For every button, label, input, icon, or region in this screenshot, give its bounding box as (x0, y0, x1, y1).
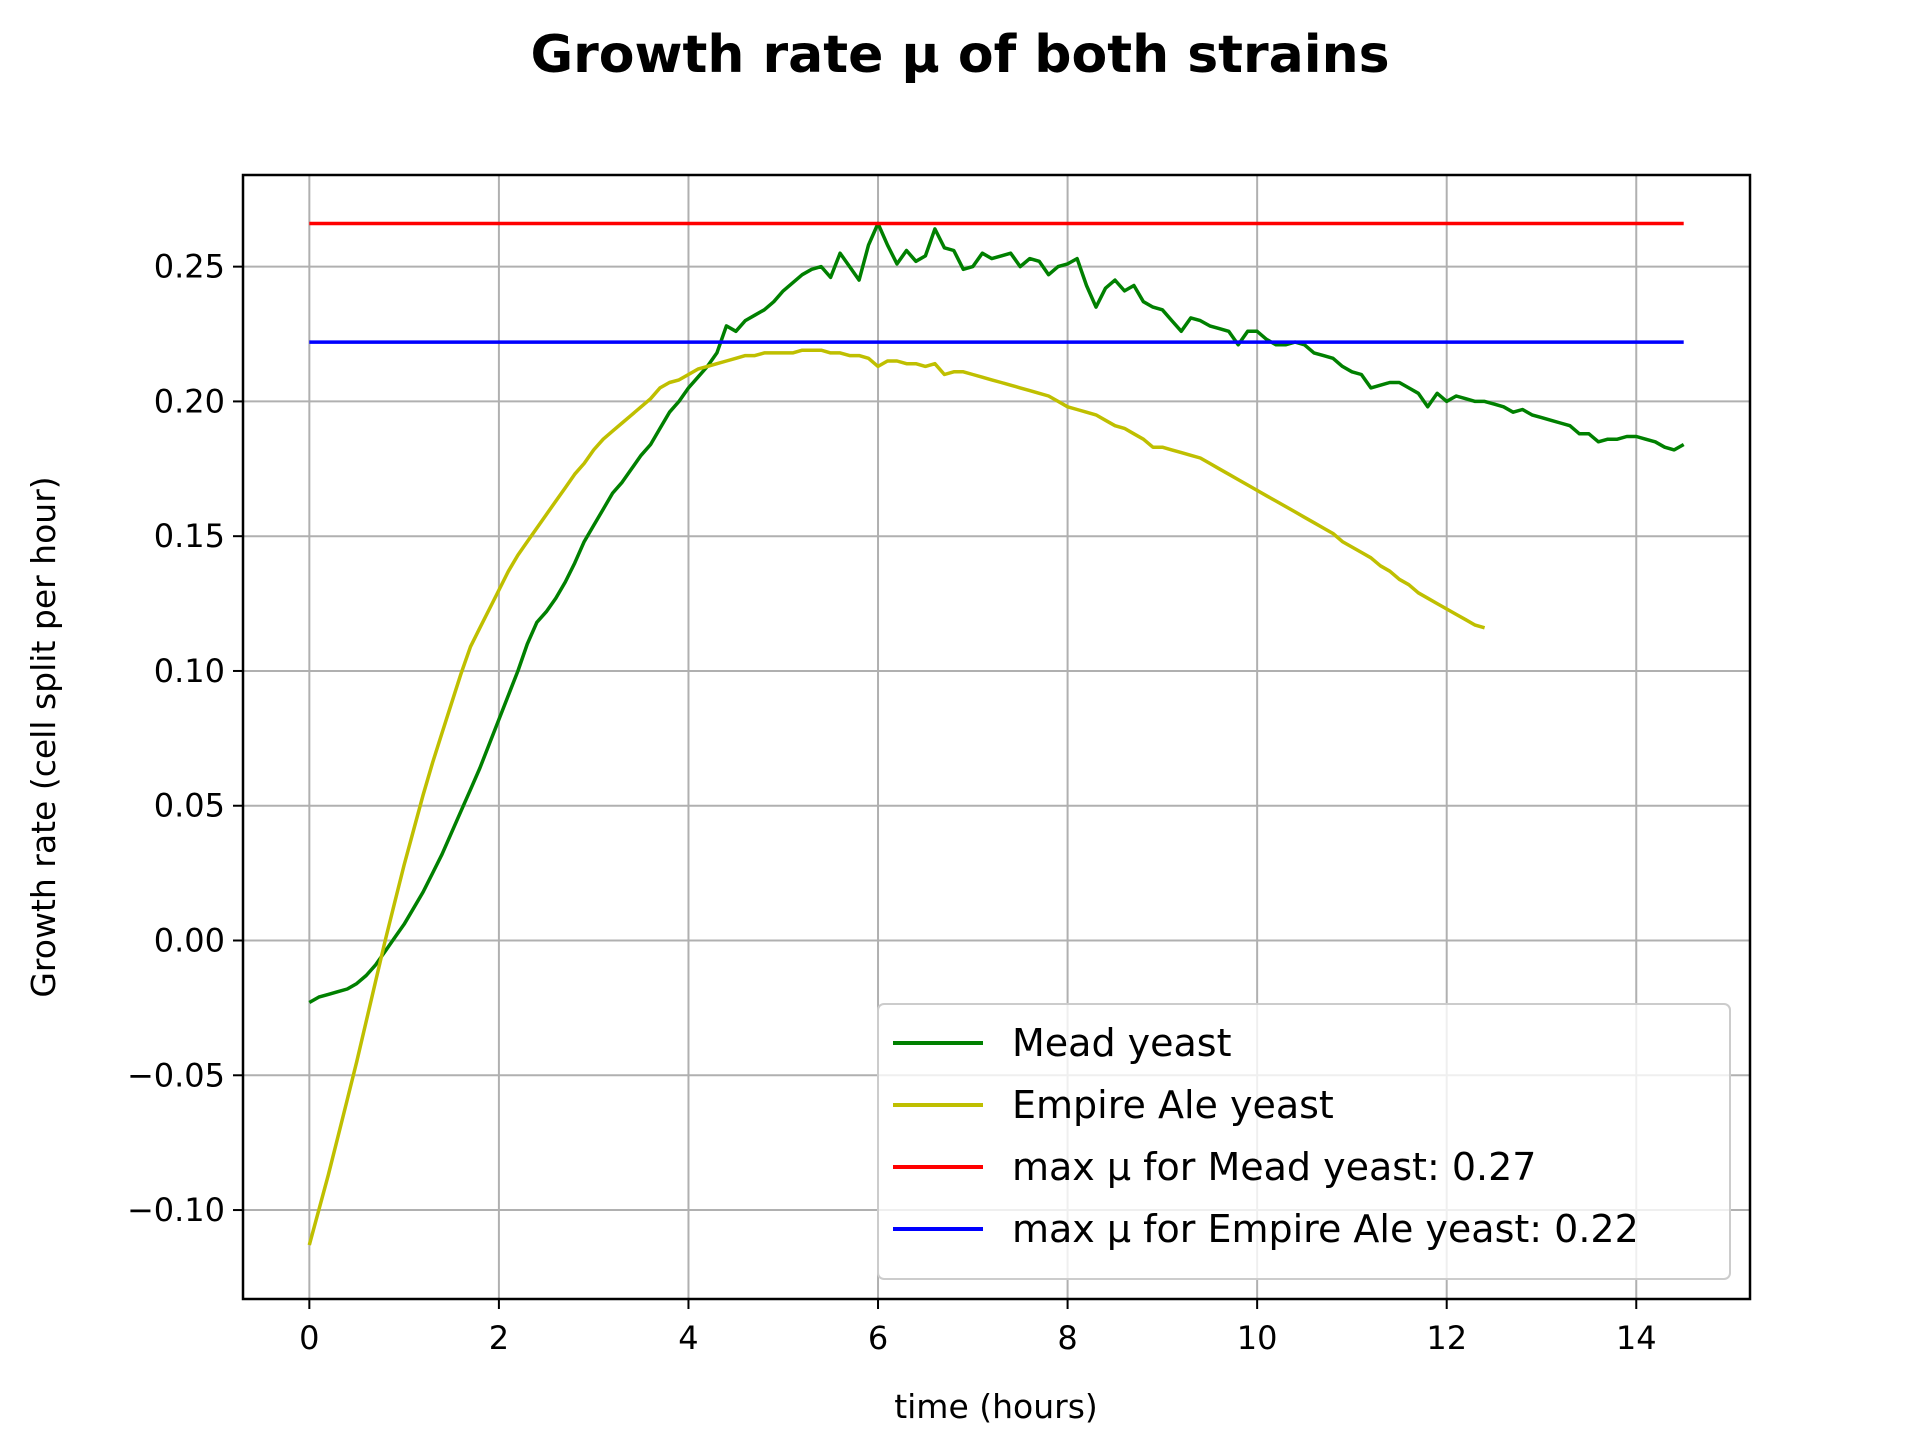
x-tick-label: 6 (868, 1319, 888, 1357)
y-tick-label: 0.20 (154, 382, 225, 420)
series-line-1 (308, 221, 1685, 1005)
x-axis-label: time (hours) (894, 1387, 1098, 1426)
x-tick-label: 4 (678, 1319, 698, 1357)
y-axis: −0.10 −0.05 0.00 0.05 0.10 0.15 0.20 0.25 (127, 248, 243, 1229)
chart-title: Growth rate μ of both strains (530, 25, 1389, 85)
y-tick-label: 0.15 (154, 517, 225, 555)
plot-frame (241, 173, 1752, 1301)
y-tick-label: 0.05 (154, 787, 225, 825)
x-tick-label: 0 (299, 1319, 319, 1357)
series-line-2 (307, 348, 1486, 1246)
x-tick-label: 14 (1616, 1319, 1657, 1357)
legend: Mead yeast Empire Ale yeast max μ for Mead… (877, 1003, 1731, 1280)
x-tick-label: 12 (1426, 1319, 1467, 1357)
legend-label: Empire Ale yeast (1012, 1083, 1334, 1127)
legend-label: max μ for Empire Ale yeast: 0.22 (1012, 1207, 1639, 1251)
x-tick-label: 8 (1057, 1319, 1077, 1357)
x-axis: 0 2 4 6 8 10 12 14 (299, 1299, 1657, 1357)
legend-box (877, 1003, 1731, 1280)
series-layer (307, 221, 1685, 1246)
legend-label: Mead yeast (1012, 1021, 1232, 1065)
y-tick-label: 0.00 (154, 922, 225, 960)
y-tick-label: −0.10 (127, 1191, 225, 1229)
x-tick-label: 10 (1237, 1319, 1278, 1357)
legend-label: max μ for Mead yeast: 0.27 (1012, 1145, 1536, 1189)
y-tick-label: 0.10 (154, 652, 225, 690)
y-axis-label: Growth rate (cell split per hour) (24, 476, 63, 997)
y-tick-label: 0.25 (154, 248, 225, 286)
y-tick-label: −0.05 (127, 1056, 225, 1094)
x-tick-label: 2 (489, 1319, 509, 1357)
